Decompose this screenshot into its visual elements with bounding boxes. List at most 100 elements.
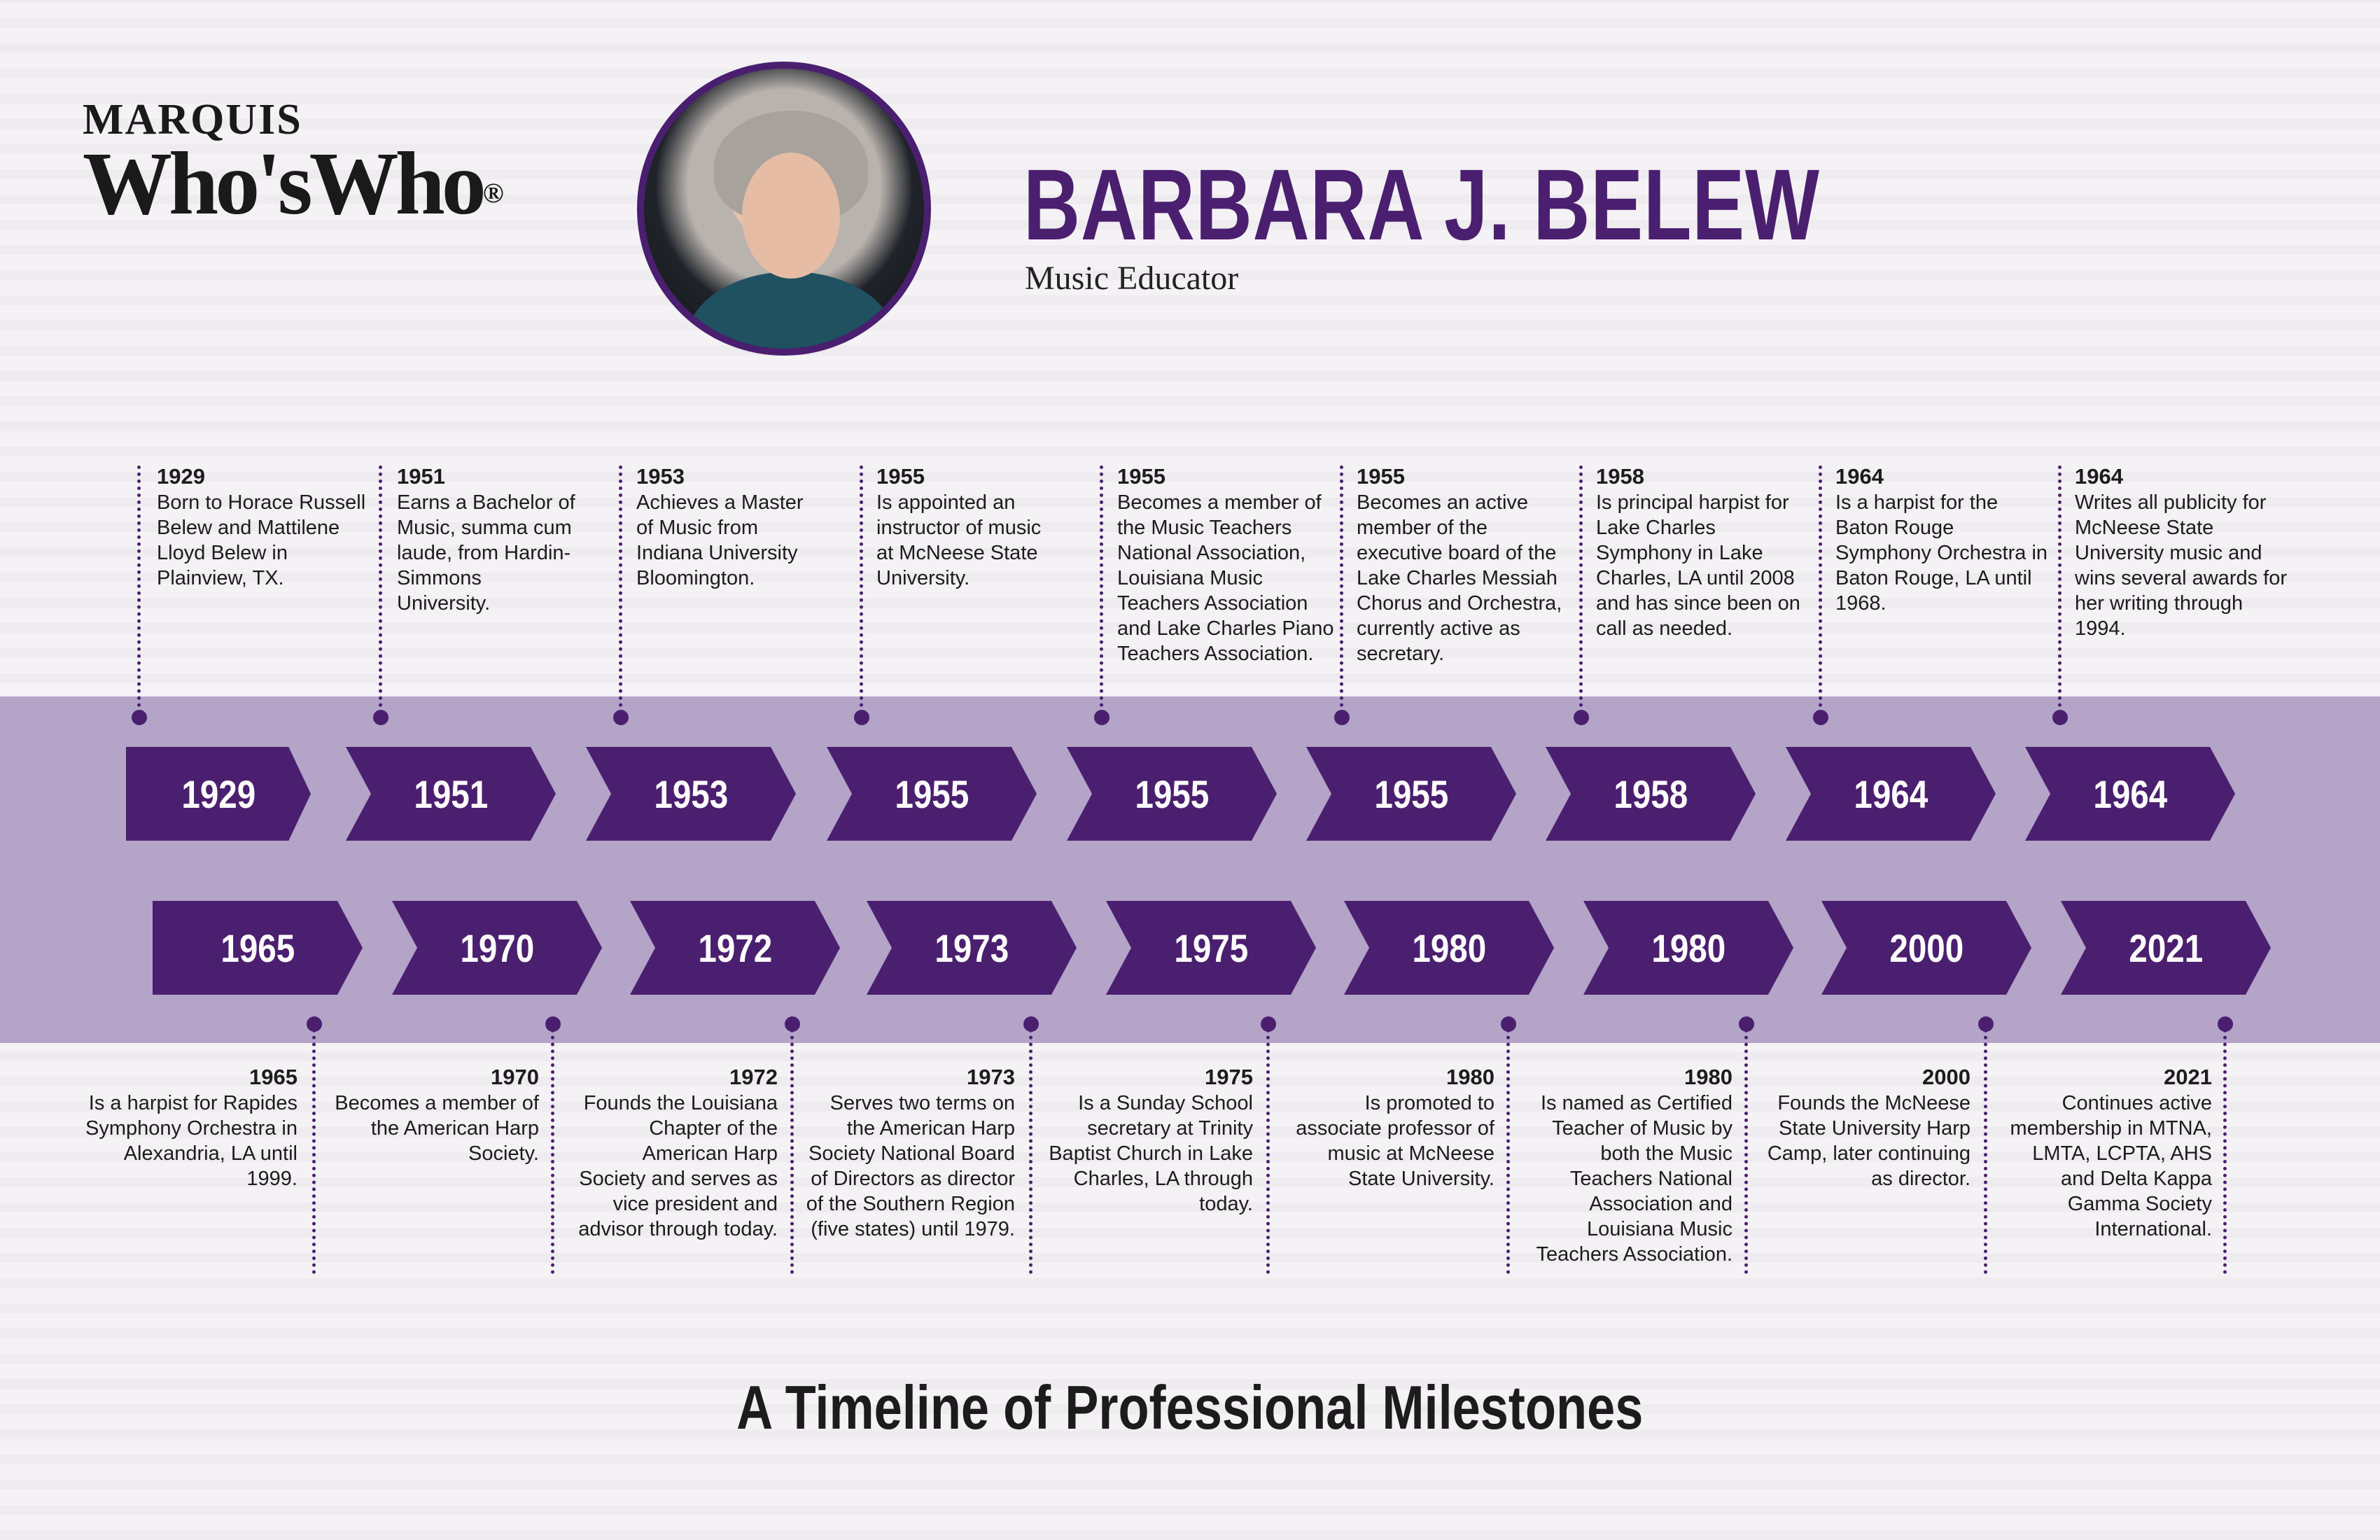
- event-year: 1972: [729, 1065, 778, 1089]
- timeline-event: 2000 Founds the McNeese State University …: [1764, 1064, 1970, 1191]
- event-year: 1929: [157, 464, 205, 489]
- timeline-event: 1964 Writes all publicity for McNeese Sta…: [2075, 463, 2292, 641]
- event-text: Founds the Louisiana Chapter of the Amer…: [578, 1092, 778, 1240]
- timeline-event: 1970 Becomes a member of the American Har…: [332, 1064, 539, 1166]
- event-text: Writes all publicity for McNeese State U…: [2075, 491, 2287, 640]
- event-year: 1951: [397, 464, 445, 489]
- event-year: 1955: [876, 464, 925, 489]
- year-chevron: 1955: [1306, 747, 1516, 841]
- timeline-dot: [1334, 710, 1350, 725]
- timeline-connector: [1266, 1022, 1270, 1274]
- marquis-whos-who-logo: MARQUIS Who'sWho®: [83, 98, 504, 228]
- event-year: 1964: [1835, 464, 1884, 489]
- year-chevron: 1964: [1786, 747, 1996, 841]
- event-year: 2000: [1922, 1065, 1970, 1089]
- event-year: 2021: [2164, 1065, 2212, 1089]
- logo-whos-who: Who'sWho®: [83, 139, 504, 228]
- year-chevron: 1953: [586, 747, 796, 841]
- timeline-connector: [1029, 1022, 1032, 1274]
- year-chevron: 1955: [827, 747, 1037, 841]
- event-text: Earns a Bachelor of Music, summa cum lau…: [397, 491, 575, 615]
- timeline-connector: [1506, 1022, 1510, 1274]
- event-text: Continues active membership in MTNA, LMT…: [2010, 1092, 2212, 1240]
- timeline-event: 1955 Becomes a member of the Music Teache…: [1117, 463, 1334, 666]
- year-chevron: 1980: [1344, 901, 1554, 995]
- year-chevron: 1958: [1546, 747, 1756, 841]
- timeline-event: 1972 Founds the Louisiana Chapter of the …: [570, 1064, 778, 1242]
- year-chevron: 1973: [867, 901, 1077, 995]
- event-year: 1970: [491, 1065, 539, 1089]
- year-chevron: 1929: [126, 747, 311, 841]
- timeline-event: 1929 Born to Horace Russell Belew and Mat…: [157, 463, 381, 591]
- timeline-event: 1955 Is appointed an instructor of music …: [876, 463, 1058, 591]
- year-chevron: 2021: [2061, 901, 2271, 995]
- timeline-connector: [1340, 465, 1343, 714]
- timeline-connector: [312, 1022, 316, 1274]
- event-text: Becomes a member of the American Harp So…: [335, 1092, 539, 1165]
- event-year: 1980: [1684, 1065, 1732, 1089]
- profile-name: BARBARA J. BELEW: [1023, 148, 1820, 261]
- event-year: 1973: [967, 1065, 1015, 1089]
- timeline-connector: [860, 465, 863, 714]
- event-year: 1955: [1357, 464, 1405, 489]
- timeline-connector: [1744, 1022, 1748, 1274]
- timeline-connector: [379, 465, 382, 714]
- timeline-connector: [137, 465, 141, 714]
- timeline-event: 1955 Becomes an active member of the exec…: [1357, 463, 1574, 666]
- event-year: 1975: [1205, 1065, 1253, 1089]
- timeline-connector: [1579, 465, 1583, 714]
- event-text: Becomes a member of the Music Teachers N…: [1117, 491, 1334, 665]
- timeline-dot: [854, 710, 869, 725]
- year-chevron: 1972: [630, 901, 840, 995]
- event-text: Is appointed an instructor of music at M…: [876, 491, 1042, 589]
- event-year: 1965: [249, 1065, 298, 1089]
- event-text: Achieves a Master of Music from Indiana …: [636, 491, 804, 589]
- timeline-dot: [1094, 710, 1110, 725]
- logo-whos-who-text: Who'sWho: [83, 134, 486, 233]
- event-text: Becomes an active member of the executiv…: [1357, 491, 1562, 665]
- timeline-connector: [1819, 465, 1822, 714]
- year-chevron: 1955: [1067, 747, 1277, 841]
- timeline-dot: [132, 710, 147, 725]
- timeline-connector: [551, 1022, 554, 1274]
- event-text: Is promoted to associate professor of mu…: [1296, 1092, 1494, 1190]
- timeline-dot: [2052, 710, 2068, 725]
- timeline-event: 1980 Is named as Certified Teacher of Mus…: [1530, 1064, 1732, 1267]
- event-text: Is a harpist for Rapides Symphony Orches…: [85, 1092, 298, 1190]
- timeline-connector: [619, 465, 622, 714]
- timeline-dot: [373, 710, 388, 725]
- timeline-connector: [2223, 1022, 2227, 1274]
- event-year: 1964: [2075, 464, 2123, 489]
- event-year: 1958: [1596, 464, 1644, 489]
- event-text: Serves two terms on the American Harp So…: [806, 1092, 1015, 1240]
- timeline-event: 1980 Is promoted to associate professor o…: [1281, 1064, 1494, 1191]
- timeline-event: 1973 Serves two terms on the American Har…: [805, 1064, 1015, 1242]
- event-text: Is named as Certified Teacher of Music b…: [1536, 1092, 1732, 1266]
- timeline-event: 1965 Is a harpist for Rapides Symphony Or…: [77, 1064, 298, 1191]
- year-chevron: 2000: [1821, 901, 2031, 995]
- event-text: Born to Horace Russell Belew and Mattile…: [157, 491, 366, 589]
- year-chevron: 1975: [1106, 901, 1316, 995]
- page-title: A Timeline of Professional Milestones: [736, 1373, 1644, 1442]
- timeline-event: 1951 Earns a Bachelor of Music, summa cum…: [397, 463, 579, 616]
- timeline-event: 1975 Is a Sunday School secretary at Trin…: [1046, 1064, 1253, 1217]
- event-year: 1953: [636, 464, 685, 489]
- year-chevron: 1980: [1583, 901, 1793, 995]
- timeline-event: 1958 Is principal harpist for Lake Charle…: [1596, 463, 1813, 641]
- timeline-connector: [2058, 465, 2062, 714]
- timeline-dot: [1813, 710, 1828, 725]
- timeline-dot: [613, 710, 629, 725]
- timeline-connector: [1100, 465, 1103, 714]
- profile-portrait: [637, 62, 931, 356]
- event-year: 1955: [1117, 464, 1166, 489]
- profile-role: Music Educator: [1025, 260, 1239, 297]
- timeline-dot: [1574, 710, 1589, 725]
- event-text: Is a Sunday School secretary at Trinity …: [1049, 1092, 1253, 1215]
- logo-registered-mark: ®: [482, 177, 504, 209]
- year-chevron: 1951: [346, 747, 556, 841]
- timeline-connector: [1984, 1022, 1987, 1274]
- event-year: 1980: [1446, 1065, 1494, 1089]
- timeline-event: 1953 Achieves a Master of Music from Indi…: [636, 463, 818, 591]
- year-chevron: 1965: [153, 901, 363, 995]
- timeline-connector: [790, 1022, 794, 1274]
